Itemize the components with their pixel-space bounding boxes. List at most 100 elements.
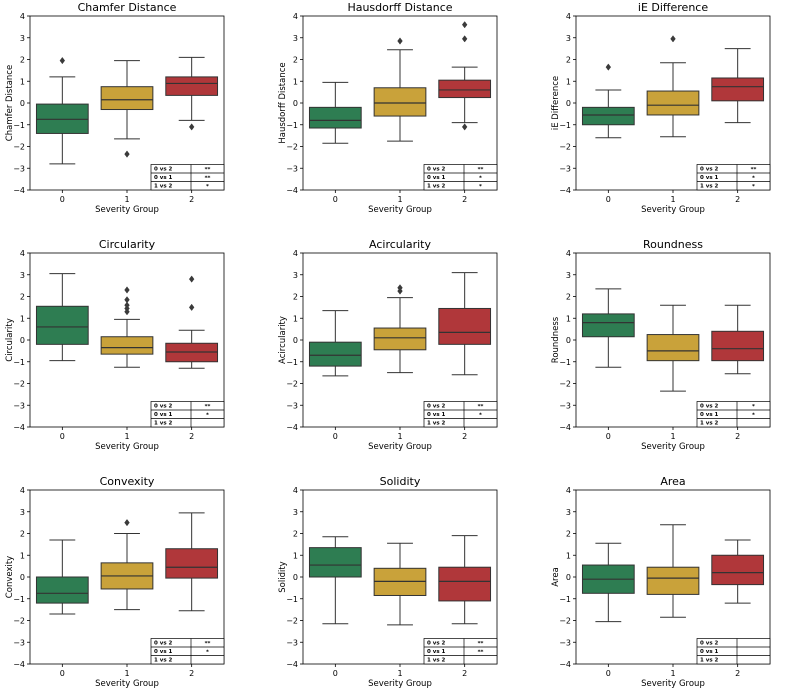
x-tick-label: 2 (735, 669, 740, 678)
significance-mark: ** (478, 167, 484, 173)
significance-pair: 0 vs 2 (700, 641, 719, 647)
chart-panel: Acircularity −4 −3 −2 −1 0 1 2 3 4 Acircularity 0 1 2… (278, 238, 498, 452)
y-axis-label: Hausdorff Distance (278, 62, 288, 143)
y-tick-label: 1 (566, 314, 571, 323)
x-tick-label: 0 (606, 432, 611, 441)
y-tick-label: −3 (13, 638, 25, 647)
outlier-point (461, 21, 468, 29)
y-axis-label: Circularity (5, 318, 15, 361)
outlier-point (188, 123, 195, 131)
significance-table-frame (150, 401, 225, 428)
y-tick-label: 3 (566, 271, 571, 280)
x-tick-label: 2 (735, 432, 740, 441)
y-tick-label: 3 (293, 508, 298, 517)
significance-table-frame (423, 401, 498, 428)
significance-table: 0 vs 2 0 vs 1 1 vs 2 (696, 638, 771, 665)
significance-mark: * (206, 650, 209, 656)
chart-title: Acircularity (369, 238, 431, 251)
x-tick-label: 1 (397, 669, 402, 678)
y-tick-label: 1 (566, 77, 571, 86)
y-tick-label: 0 (293, 99, 298, 108)
y-tick-label: 4 (293, 249, 298, 258)
y-tick-label: −4 (559, 423, 571, 432)
significance-table: 0 vs 2 ** 0 vs 1 ** 1 vs 2 * (150, 164, 225, 191)
y-tick-label: 1 (20, 77, 25, 86)
chart-panel: Convexity −4 −3 −2 −1 0 1 2 3 4 Convexity 0 1 2 Severi… (5, 475, 225, 689)
x-tick-label: 2 (462, 669, 467, 678)
significance-mark: * (206, 413, 209, 419)
box-group (373, 37, 427, 142)
y-tick-label: 4 (566, 249, 571, 258)
box-group (373, 284, 427, 374)
significance-mark: * (752, 413, 755, 419)
x-axis-label: Severity Group (641, 205, 705, 215)
x-axis-label: Severity Group (368, 679, 432, 689)
box-group (646, 304, 700, 392)
x-tick-label: 2 (189, 669, 194, 678)
box-group (308, 536, 362, 625)
significance-mark: ** (751, 167, 757, 173)
box-group (373, 542, 427, 626)
x-tick-label: 1 (124, 195, 129, 204)
y-axis-label: iE Difference (551, 76, 561, 130)
box-iqr (438, 307, 492, 345)
y-axis-label: Roundness (551, 316, 561, 363)
significance-mark: * (206, 184, 209, 190)
y-axis-label: Chamfer Distance (5, 65, 15, 141)
significance-pair: 1 vs 2 (700, 658, 719, 664)
chart-title: Solidity (380, 475, 421, 488)
y-tick-label: −3 (286, 164, 298, 173)
y-tick-label: 4 (566, 486, 571, 495)
outlier-point (124, 286, 130, 294)
y-tick-label: 3 (20, 508, 25, 517)
significance-pair: 1 vs 2 (154, 658, 173, 664)
y-tick-label: −1 (559, 595, 571, 604)
significance-mark: * (752, 176, 755, 182)
box-iqr (308, 341, 362, 367)
x-tick-label: 0 (606, 195, 611, 204)
x-tick-label: 1 (397, 432, 402, 441)
y-tick-label: 2 (20, 530, 25, 539)
y-tick-label: 2 (566, 293, 571, 302)
box-iqr (35, 576, 89, 604)
y-tick-label: 2 (566, 56, 571, 65)
y-tick-label: 0 (20, 573, 25, 582)
significance-pair: 1 vs 2 (427, 658, 446, 664)
box-iqr (581, 313, 635, 338)
y-tick-label: −1 (286, 595, 298, 604)
chart-panel: iE Difference −4 −3 −2 −1 0 1 2 3 4 iE Difference 0… (551, 1, 771, 215)
x-tick-label: 1 (124, 669, 129, 678)
box-group (100, 519, 154, 611)
x-axis-label: Severity Group (641, 679, 705, 689)
box-group (100, 60, 154, 158)
significance-pair: 0 vs 1 (154, 175, 173, 181)
y-tick-label: −2 (13, 380, 25, 389)
significance-pair: 0 vs 1 (700, 412, 719, 418)
y-tick-label: 0 (20, 99, 25, 108)
box-group (165, 275, 219, 369)
y-tick-label: −2 (13, 617, 25, 626)
y-tick-label: −2 (559, 380, 571, 389)
box-group (581, 288, 635, 368)
significance-table: 0 vs 2 ** 0 vs 1 * 1 vs 2 * (423, 164, 498, 191)
significance-table: 0 vs 2 ** 0 vs 1 * 1 vs 2 * (696, 164, 771, 191)
chart-title: Chamfer Distance (78, 1, 177, 14)
significance-pair: 0 vs 1 (427, 175, 446, 181)
y-tick-label: 3 (293, 34, 298, 43)
x-tick-label: 1 (124, 432, 129, 441)
x-tick-label: 2 (735, 195, 740, 204)
y-tick-label: 2 (293, 293, 298, 302)
y-tick-label: −4 (286, 186, 298, 195)
box-group (308, 81, 362, 144)
box-iqr (581, 106, 635, 126)
significance-table-frame (150, 164, 225, 191)
box-group (100, 286, 154, 368)
box-iqr (711, 77, 765, 102)
significance-pair: 0 vs 1 (700, 649, 719, 655)
y-tick-label: −1 (559, 121, 571, 130)
x-tick-label: 0 (333, 432, 338, 441)
box-group (308, 310, 362, 377)
y-tick-label: 3 (20, 34, 25, 43)
significance-mark: * (479, 413, 482, 419)
x-axis-label: Severity Group (95, 205, 159, 215)
